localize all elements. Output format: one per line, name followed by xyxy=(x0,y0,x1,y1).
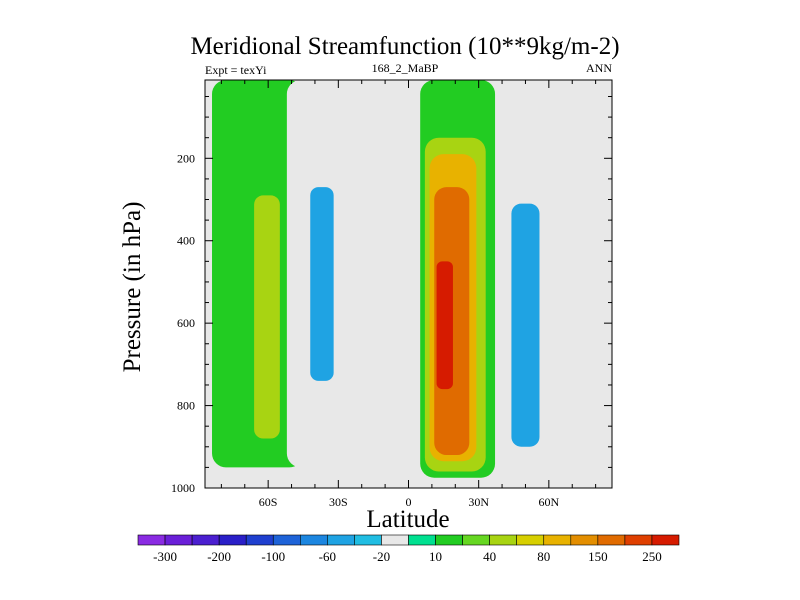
colorbar-swatch xyxy=(435,534,463,546)
colorbar: -300 -200 -100 -60 -20 10 40 80 150 250 xyxy=(137,534,680,564)
y-tick-label: 200 xyxy=(177,151,195,165)
colorbar-swatch xyxy=(245,534,274,546)
x-tick-label: 0 xyxy=(406,495,412,509)
colorbar-swatch xyxy=(218,534,247,546)
colorbar-swatch xyxy=(327,534,355,546)
experiment-label: Expt = texYi xyxy=(205,63,267,77)
x-axis-label: Latitude xyxy=(366,506,449,533)
contour-region-sh-outer-core xyxy=(254,195,280,439)
colorbar-swatch xyxy=(489,534,517,546)
y-tick-label: 800 xyxy=(177,399,195,413)
y-tick-label: 600 xyxy=(177,316,195,330)
colorbar-label: -300 xyxy=(153,549,177,564)
y-tick-label: 1000 xyxy=(171,481,195,495)
x-tick-label: 30N xyxy=(468,495,489,509)
colorbar-label: -200 xyxy=(207,549,231,564)
colorbar-label: -60 xyxy=(319,549,336,564)
contour-regions xyxy=(212,80,563,478)
colorbar-swatch xyxy=(299,534,328,546)
case-label: 168_2_MaBP xyxy=(372,61,439,75)
colorbar-swatch xyxy=(191,534,220,546)
x-tick-label: 60S xyxy=(259,495,278,509)
colorbar-swatch xyxy=(272,534,301,546)
x-tick-label: 30S xyxy=(329,495,348,509)
colorbar-swatch xyxy=(137,534,166,546)
colorbar-label: 80 xyxy=(537,549,550,564)
colorbar-swatch xyxy=(624,534,653,546)
season-label: ANN xyxy=(586,61,612,75)
colorbar-label: 250 xyxy=(642,549,662,564)
contour-region-sh-ferrel-core xyxy=(310,187,334,381)
colorbar-swatch xyxy=(462,534,490,546)
x-tick-label: 60N xyxy=(539,495,560,509)
colorbar-label: -20 xyxy=(373,549,390,564)
colorbar-swatch xyxy=(597,534,626,546)
plot-area: 60S 30S 0 30N 60N 200 400 600 800 1000 xyxy=(171,79,613,509)
contour-region-tropical-cell-250 xyxy=(436,261,453,390)
y-tick-label: 400 xyxy=(177,234,195,248)
y-axis-label: Pressure (in hPa) xyxy=(119,202,146,373)
axis-ticks: 60S 30S 0 30N 60N 200 400 600 800 1000 xyxy=(171,80,612,509)
colorbar-swatch xyxy=(381,534,409,546)
colorbar-swatch xyxy=(408,534,436,546)
colorbar-label: 40 xyxy=(483,549,496,564)
colorbar-swatch xyxy=(543,534,572,546)
contour-region-nh-ferrel-core xyxy=(511,203,540,447)
colorbar-label: 10 xyxy=(429,549,442,564)
colorbar-swatch xyxy=(570,534,599,546)
colorbar-label: 150 xyxy=(588,549,608,564)
colorbar-swatch xyxy=(516,534,545,546)
colorbar-swatch xyxy=(651,534,680,546)
colorbar-label: -100 xyxy=(261,549,285,564)
chart-title: Meridional Streamfunction (10**9kg/m-2) xyxy=(190,33,619,60)
colorbar-swatch xyxy=(354,534,382,546)
colorbar-swatch xyxy=(164,534,193,546)
